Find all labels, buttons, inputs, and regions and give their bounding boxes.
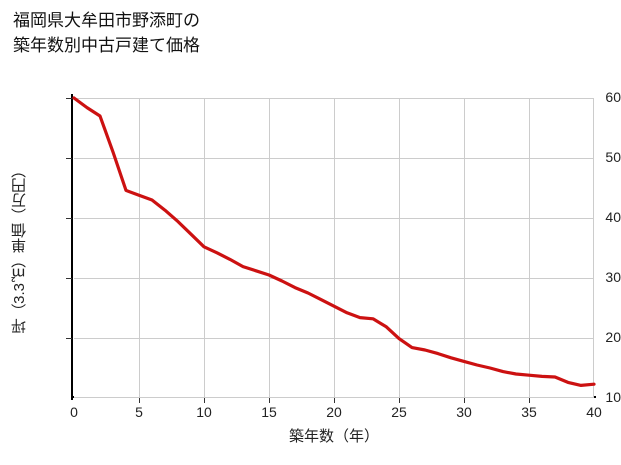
gridline-vertical bbox=[269, 98, 270, 398]
x-tick-mark bbox=[529, 398, 530, 403]
gridline-vertical bbox=[529, 98, 530, 398]
y-tick-mark bbox=[66, 338, 72, 339]
x-tick-mark bbox=[464, 398, 465, 403]
x-tick-mark bbox=[269, 398, 270, 403]
y-tick-label: 20 bbox=[605, 329, 621, 345]
x-tick-label: 5 bbox=[135, 404, 143, 420]
chart-title-line-2: 築年数別中古戸建て価格 bbox=[13, 36, 200, 55]
x-tick-mark bbox=[204, 398, 205, 403]
y-axis-line bbox=[71, 94, 73, 400]
x-tick-label: 35 bbox=[521, 404, 537, 420]
x-tick-label: 10 bbox=[196, 404, 212, 420]
y-tick-label: 60 bbox=[605, 89, 621, 105]
chart-title-line-1: 福岡県大牟田市野添町の bbox=[13, 11, 200, 30]
y-tick-label: 50 bbox=[605, 149, 621, 165]
x-tick-mark bbox=[399, 398, 400, 403]
price-line-path bbox=[72, 96, 596, 387]
x-axis-title: 築年数（年） bbox=[288, 428, 379, 445]
page-title: 福岡県大牟田市野添町の 築年数別中古戸建て価格 bbox=[13, 8, 200, 58]
gridline-vertical bbox=[139, 98, 140, 398]
price-line-series bbox=[72, 96, 596, 387]
x-tick-mark bbox=[334, 398, 335, 403]
y-tick-mark bbox=[66, 158, 72, 159]
x-tick-label: 25 bbox=[391, 404, 407, 420]
y-tick-label: 30 bbox=[605, 269, 621, 285]
x-tick-label: 0 bbox=[70, 404, 78, 420]
gridline-vertical bbox=[464, 98, 465, 398]
x-tick-mark bbox=[139, 398, 140, 403]
gridline-vertical bbox=[399, 98, 400, 398]
y-axis-title: 坪（3.3㎡）単価（万円） bbox=[10, 162, 28, 334]
y-tick-mark bbox=[66, 98, 72, 99]
gridline-vertical bbox=[334, 98, 335, 398]
y-tick-mark bbox=[66, 278, 72, 279]
plot-area bbox=[72, 96, 596, 398]
y-tick-mark bbox=[66, 218, 72, 219]
x-tick-label: 15 bbox=[261, 404, 277, 420]
y-tick-label: 10 bbox=[605, 389, 621, 405]
y-tick-label: 40 bbox=[605, 209, 621, 225]
gridline-vertical bbox=[593, 98, 594, 398]
x-tick-label: 20 bbox=[326, 404, 342, 420]
x-tick-label: 30 bbox=[456, 404, 472, 420]
x-tick-label: 40 bbox=[586, 404, 602, 420]
